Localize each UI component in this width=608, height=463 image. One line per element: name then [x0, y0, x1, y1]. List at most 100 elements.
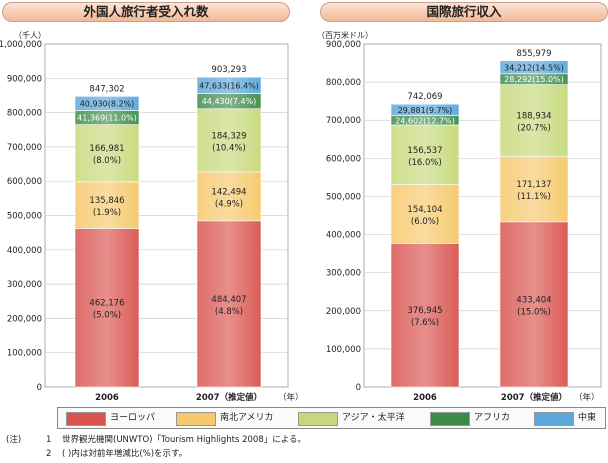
receipts-ytick-label: 800,000: [326, 78, 361, 88]
arrivals-bar-americas: [196, 171, 262, 222]
arrivals-total-label: 903,293: [211, 65, 246, 75]
receipts-data-label: 34,212(14.5%): [504, 63, 564, 72]
arrivals-category-label: 2006: [95, 393, 119, 403]
receipts-bar-middle-east: [390, 103, 460, 116]
receipts-data-label: 171,137: [516, 180, 551, 190]
legend-label-europe: ヨーロッパ: [110, 413, 156, 423]
receipts-x-unit-label: （年）: [574, 392, 600, 403]
receipts-category-label: 2006: [413, 393, 437, 403]
legend-swatch-americas: [176, 412, 216, 426]
receipts-bar-asia-pacific: [499, 84, 569, 157]
receipts-data-label: 433,404: [516, 295, 551, 305]
arrivals-data-label: 135,846: [89, 196, 124, 206]
arrivals-bar-asia-pacific: [196, 108, 262, 173]
arrivals-data-label: 166,981: [89, 144, 124, 154]
arrivals-change-label: (4.8%): [215, 307, 243, 317]
arrivals-change-label: (5.0%): [93, 311, 121, 321]
arrivals-ytick-label: 400,000: [7, 246, 42, 256]
arrivals-data-label: 40,930(8.2%): [80, 99, 135, 108]
receipts-change-label: (20.7%): [517, 124, 551, 134]
footnotes: (注) 1 世界観光機関(UNWTO)「Tourism Highlights 200…: [6, 433, 306, 461]
arrivals-change-label: (8.0%): [93, 156, 121, 166]
footnote-number: 1: [46, 435, 52, 445]
receipts-data-label: 24,602(12.7%): [395, 116, 455, 125]
arrivals-ytick-label: 500,000: [7, 212, 42, 222]
arrivals-ytick-label: 100,000: [7, 349, 42, 359]
arrivals-ytick-label: 700,000: [7, 143, 42, 153]
receipts-ytick-label: 0: [356, 383, 361, 393]
legend-swatch-middle-east: [534, 412, 574, 426]
legend-label-americas: 南北アメリカ: [220, 413, 274, 423]
arrivals-ytick-label: 0: [37, 383, 42, 393]
footnote-text: 世界観光機関(UNWTO)「Tourism Highlights 2008」によ…: [62, 435, 306, 445]
arrivals-bar-europe: [74, 228, 140, 388]
receipts-bar-asia-pacific: [390, 124, 460, 185]
right-chart-title: 国際旅行収入: [320, 2, 608, 22]
legend-label-middle-east: 中東: [578, 413, 597, 423]
receipts-data-label: 154,104: [407, 205, 442, 215]
arrivals-ytick-label: 900,000: [7, 74, 42, 84]
receipts-bar-europe: [499, 221, 569, 388]
footnote-text: ( )内は対前年増減比(%)を示す。: [62, 449, 188, 459]
receipts-bar-americas: [499, 156, 569, 223]
arrivals-data-label: 484,407: [211, 295, 246, 305]
footnote-2: 2 ( )内は対前年増減比(%)を示す。: [6, 447, 306, 461]
receipts-data-label: 188,934: [516, 112, 551, 122]
arrivals-data-label: 462,176: [89, 299, 124, 309]
arrivals-total-label: 847,302: [89, 84, 124, 94]
legend-swatch-europe: [66, 412, 106, 426]
receipts-data-label: 28,292(15.0%): [504, 75, 564, 84]
receipts-data-label: 156,537: [407, 146, 442, 156]
arrivals-change-label: (10.4%): [212, 143, 246, 153]
left-chart-title: 外国人旅行者受入れ数: [2, 2, 290, 22]
arrivals-ytick-label: 300,000: [7, 280, 42, 290]
arrivals-bar-asia-pacific: [74, 124, 140, 183]
arrivals-bar-middle-east: [196, 76, 262, 94]
legend: ヨーロッパ 南北アメリカ アジア・太平洋 アフリカ 中東: [57, 407, 606, 429]
arrivals-change-label: (4.9%): [215, 199, 243, 209]
receipts-change-label: (16.0%): [408, 158, 442, 168]
receipts-change-label: (11.1%): [517, 192, 551, 202]
receipts-ytick-label: 200,000: [326, 307, 361, 317]
receipts-y-unit-label: （百万米ドル）: [317, 30, 373, 40]
arrivals-change-label: (1.9%): [93, 208, 121, 218]
receipts-bar-americas: [390, 184, 460, 244]
receipts-change-label: (7.6%): [411, 318, 439, 328]
receipts-ytick-label: 700,000: [326, 116, 361, 126]
arrivals-x-unit-label: （年）: [278, 392, 304, 403]
legend-swatch-africa: [430, 412, 470, 426]
arrivals-ytick-label: 1,000,000: [0, 40, 42, 50]
arrivals-ytick-label: 800,000: [7, 109, 42, 119]
receipts-change-label: (15.0%): [517, 307, 551, 317]
receipts-ytick-label: 500,000: [326, 192, 361, 202]
arrivals-bar-americas: [74, 181, 140, 229]
arrivals-category-label: 2007（推定値）: [196, 392, 262, 403]
legend-swatch-asia-pacific: [298, 412, 338, 426]
arrivals-bar-europe: [196, 220, 262, 388]
receipts-ytick-label: 300,000: [326, 269, 361, 279]
arrivals-data-label: 184,329: [211, 131, 246, 141]
receipts-ytick-label: 900,000: [326, 40, 361, 50]
receipts-data-label: 376,945: [407, 306, 442, 316]
legend-label-africa: アフリカ: [474, 413, 511, 423]
arrivals-data-label: 41,369(11.0%): [77, 114, 137, 123]
receipts-ytick-label: 600,000: [326, 154, 361, 164]
receipts-total-label: 742,069: [407, 92, 442, 102]
arrivals-bar-middle-east: [74, 96, 140, 111]
arrivals-y-unit-label: （千人）: [14, 30, 46, 40]
arrivals-data-label: 44,430(7.4%): [202, 97, 257, 106]
receipts-category-label: 2007（推定値）: [501, 392, 567, 403]
arrivals-ytick-label: 200,000: [7, 314, 42, 324]
receipts-ytick-label: 100,000: [326, 345, 361, 355]
charts-canvas: 0 100,000 200,000 300,000 400,000 500,000 600,…: [0, 30, 602, 403]
footnote-number: 2: [46, 449, 52, 459]
receipts-bar-europe: [390, 243, 460, 388]
receipts-change-label: (6.0%): [411, 217, 439, 227]
arrivals-ytick-label: 600,000: [7, 177, 42, 187]
receipts-total-label: 855,979: [516, 49, 551, 59]
arrivals-data-label: 47,633(16.4%): [199, 81, 259, 90]
footnote-1: (注) 1 世界観光機関(UNWTO)「Tourism Highlights 200…: [6, 433, 306, 447]
arrivals-data-label: 142,494: [211, 187, 246, 197]
legend-label-asia-pacific: アジア・太平洋: [342, 413, 405, 423]
receipts-data-label: 29,881(9.7%): [398, 106, 453, 115]
